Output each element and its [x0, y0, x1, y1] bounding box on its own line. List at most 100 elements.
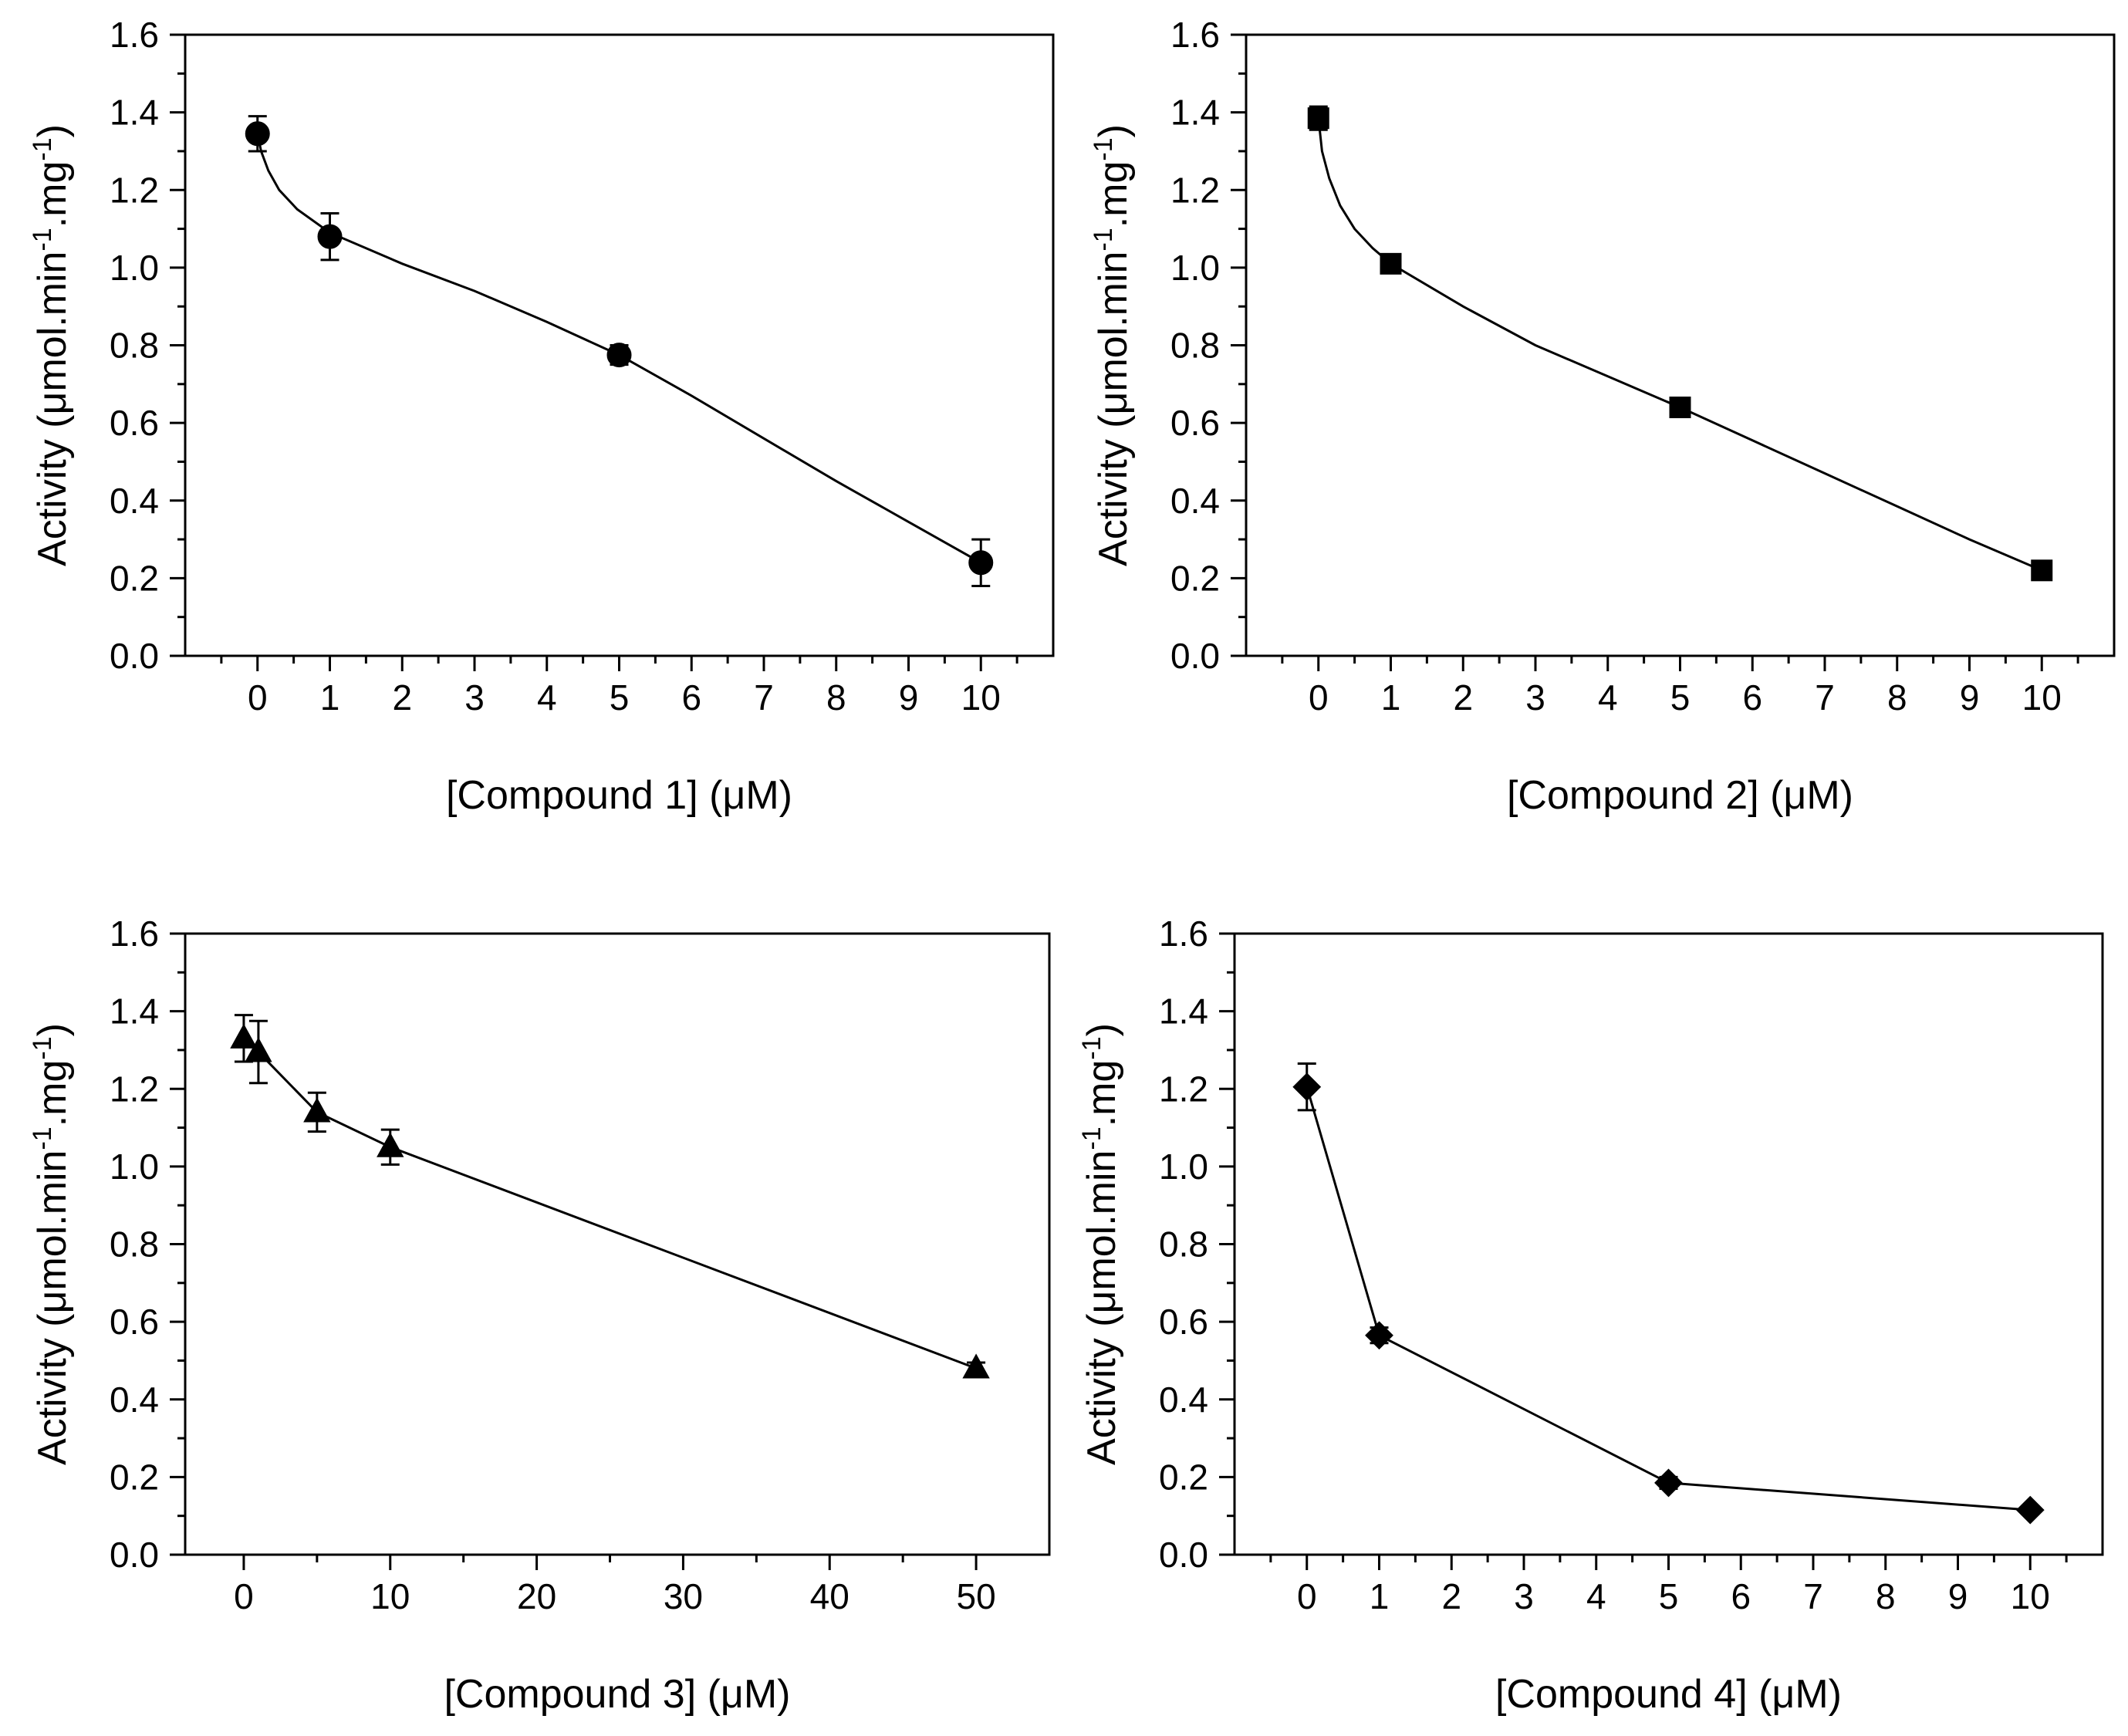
- y-tick-label: 0.8: [110, 326, 159, 366]
- x-tick-label: 2: [1453, 677, 1473, 718]
- x-tick-label: 2: [392, 677, 412, 718]
- y-axis-label: Activity (μmol.min-1.mg-1): [28, 1023, 75, 1465]
- chart-panel-3: 0.0 0.2 0.4 0.6 0.8 1.0 1.2 1.4 1.6 0 10 20 30 40 50 [C…: [28, 914, 1051, 1717]
- y-axis-label: Activity (μmol.min-1.mg-1): [28, 124, 75, 566]
- y-axis-label-superscript: -1: [28, 137, 57, 160]
- data-point: [2031, 559, 2053, 582]
- y-axis-label-part: Activity (μmol.min: [30, 252, 75, 566]
- data-point: [377, 1132, 404, 1157]
- y-tick-label: 1.2: [1159, 1069, 1208, 1109]
- y-tick-label: 0.4: [1159, 1380, 1208, 1420]
- y-tick-label: 1.0: [110, 248, 159, 288]
- y-axis-label-superscript: -1: [1077, 1036, 1106, 1059]
- y-tick-label: 0.2: [1159, 1457, 1208, 1497]
- x-tick-label: 10: [2011, 1576, 2050, 1616]
- x-tick-label: 4: [1586, 1576, 1606, 1616]
- series-line: [1306, 1086, 2031, 1511]
- y-axis-label-part: .mg: [30, 161, 75, 228]
- x-tick-label: 0: [1297, 1576, 1317, 1616]
- data-point: [1380, 252, 1402, 275]
- y-axis-label-part: Activity (μmol.min: [30, 1150, 75, 1465]
- y-tick-label: 0.0: [110, 1535, 159, 1575]
- y-axis-label-part: ): [1079, 1023, 1124, 1036]
- y-axis-label-superscript: -1: [28, 228, 57, 251]
- y-tick-label: 0.8: [1159, 1224, 1208, 1265]
- y-tick-label: 1.0: [1159, 1147, 1208, 1187]
- x-tick-label: 7: [754, 677, 774, 718]
- x-tick-label: 30: [664, 1576, 703, 1616]
- series-line: [1317, 118, 2042, 572]
- data-point: [1307, 107, 1329, 130]
- y-tick-label: 0.4: [110, 1380, 159, 1420]
- x-tick-label: 8: [1887, 677, 1907, 718]
- y-tick-label: 1.6: [1159, 914, 1208, 954]
- y-tick-label: 0.0: [1170, 636, 1220, 676]
- x-tick-label: 8: [1876, 1576, 1896, 1616]
- data-point: [1292, 1072, 1322, 1102]
- y-tick-label: 1.6: [1170, 15, 1220, 55]
- x-tick-label: 50: [956, 1576, 995, 1616]
- x-tick-label: 6: [1742, 677, 1762, 718]
- plot-frame: [1245, 33, 2116, 657]
- x-tick-label: 1: [1381, 677, 1401, 718]
- plot-frame: [184, 932, 1051, 1556]
- y-axis-label-part: ): [30, 1023, 75, 1036]
- y-axis-label-part: .mg: [30, 1060, 75, 1127]
- series-line: [256, 133, 982, 564]
- plot-frame: [1233, 932, 2104, 1556]
- data-point: [245, 121, 270, 147]
- x-tick-label: 10: [961, 677, 1001, 718]
- data-point: [245, 1037, 272, 1062]
- x-tick-label: 10: [370, 1576, 410, 1616]
- x-axis-label: [Compound 4] (μM): [1495, 1672, 1842, 1717]
- y-tick-label: 1.6: [110, 15, 159, 55]
- y-tick-label: 1.4: [1170, 93, 1220, 133]
- y-tick-label: 0.6: [1159, 1302, 1208, 1342]
- y-tick-label: 1.2: [1170, 170, 1220, 210]
- data-point: [2015, 1495, 2045, 1525]
- x-tick-label: 20: [517, 1576, 556, 1616]
- chart-panel-4: 0.0 0.2 0.4 0.6 0.8 1.0 1.2 1.4 1.6 0 1 2 3 4 5 6 7 8 9 10 […: [1077, 914, 2104, 1717]
- x-tick-label: 7: [1803, 1576, 1823, 1616]
- y-tick-label: 1.2: [110, 1069, 159, 1109]
- x-tick-label: 4: [1598, 677, 1618, 718]
- x-tick-label: 10: [2022, 677, 2062, 718]
- chart-panel-1: 0.0 0.2 0.4 0.6 0.8 1.0 1.2 1.4 1.6 0 1 2 3 4 5 6 7 8 9 10 […: [28, 15, 1055, 818]
- y-tick-label: 0.6: [1170, 403, 1220, 443]
- data-point: [1654, 1468, 1683, 1498]
- y-tick-label: 0.4: [1170, 481, 1220, 521]
- data-point: [962, 1353, 990, 1379]
- x-tick-label: 9: [899, 677, 919, 718]
- y-tick-label: 1.4: [110, 93, 159, 133]
- y-tick-label: 1.6: [110, 914, 159, 954]
- y-axis-label-superscript: -1: [28, 1036, 57, 1059]
- y-axis-label-part: ): [1091, 124, 1136, 137]
- x-tick-label: 2: [1441, 1576, 1461, 1616]
- y-axis-label-part: .mg: [1091, 161, 1136, 228]
- series-line: [242, 1037, 977, 1370]
- data-point: [303, 1097, 331, 1123]
- y-axis-label-superscript: -1: [1089, 137, 1118, 160]
- x-tick-label: 6: [1731, 1576, 1751, 1616]
- y-tick-label: 0.6: [110, 1302, 159, 1342]
- x-tick-label: 5: [1659, 1576, 1679, 1616]
- y-axis-label-superscript: -1: [28, 1126, 57, 1150]
- x-tick-label: 7: [1815, 677, 1835, 718]
- y-tick-label: 0.4: [110, 481, 159, 521]
- y-axis-label-superscript: -1: [1077, 1126, 1106, 1150]
- x-axis-label: [Compound 2] (μM): [1507, 773, 1853, 818]
- x-tick-label: 40: [810, 1576, 850, 1616]
- x-tick-label: 3: [464, 677, 485, 718]
- y-tick-label: 1.0: [110, 1147, 159, 1187]
- x-tick-label: 6: [681, 677, 701, 718]
- x-tick-label: 0: [234, 1576, 254, 1616]
- y-tick-label: 0.2: [110, 558, 159, 598]
- x-tick-label: 5: [610, 677, 630, 718]
- y-tick-label: 0.0: [110, 636, 159, 676]
- y-axis-label: Activity (μmol.min-1.mg-1): [1077, 1023, 1124, 1465]
- y-axis-label: Activity (μmol.min-1.mg-1): [1089, 124, 1136, 566]
- x-tick-label: 8: [826, 677, 846, 718]
- chart-panel-2: 0.0 0.2 0.4 0.6 0.8 1.0 1.2 1.4 1.6 0 1 2 3 4 5 6 7 8 9 10 […: [1089, 15, 2116, 818]
- data-point: [1669, 397, 1691, 418]
